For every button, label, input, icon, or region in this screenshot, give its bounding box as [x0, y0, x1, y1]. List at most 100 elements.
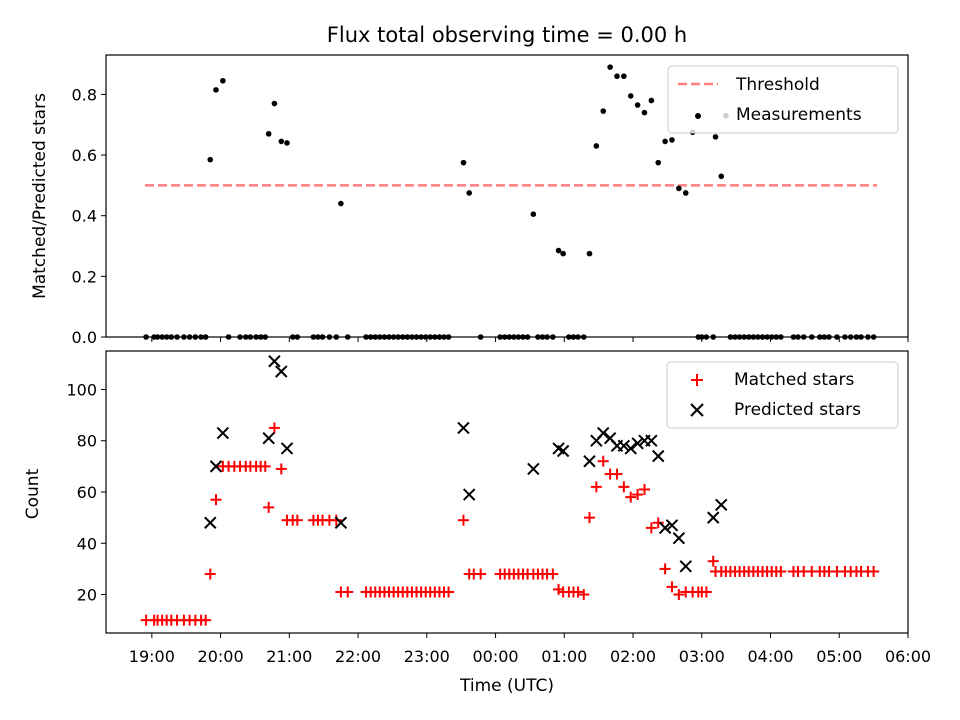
x-tick-label: 22:00 — [335, 647, 381, 666]
measurement-point — [712, 134, 719, 140]
matched-star-point — [263, 501, 275, 513]
top-legend-box — [667, 65, 899, 134]
matched-star-point — [666, 581, 678, 593]
matched-star-point — [342, 586, 354, 598]
bottom-axes: 19:00 20:00 21:00 22:00 23:00 00:00 01:00 02:00… — [23, 350, 931, 696]
top-y-ticks: 0.0 0.2 0.4 0.6 0.8 — [72, 85, 106, 347]
measurement-point — [530, 211, 537, 217]
x-tick-label: 00:00 — [472, 647, 518, 666]
measurement-point — [560, 250, 566, 257]
bottom-y-tick-label: 20 — [77, 586, 97, 605]
measurement-point — [662, 138, 668, 145]
measurement-point — [466, 190, 472, 196]
bottom-legend-box — [666, 361, 899, 429]
bottom-legend: Matched stars Predicted stars — [666, 361, 899, 429]
x-tick-label: 05:00 — [816, 647, 862, 666]
measurement-point — [669, 137, 675, 143]
measurement-point — [593, 143, 600, 149]
measurement-point — [607, 64, 613, 70]
measurement-point — [676, 185, 682, 192]
bottom-y-tick-label: 60 — [77, 483, 97, 502]
predicted-star-point — [556, 444, 570, 458]
matched-star-point — [707, 555, 719, 567]
predicted-star-point — [652, 449, 665, 463]
matched-star-point — [645, 522, 657, 534]
matched-legend-swatch — [691, 374, 703, 386]
predicted-star-point — [462, 488, 476, 501]
measurement-point — [284, 140, 290, 146]
predicted-star-point — [645, 434, 658, 447]
predicted-star-point — [658, 521, 672, 535]
measurement-point — [648, 97, 655, 104]
matched-star-point — [200, 614, 212, 626]
measurement-point — [278, 138, 285, 145]
bottom-x-ticks: 19:00 20:00 21:00 22:00 23:00 00:00 01:00 02:00… — [129, 633, 931, 666]
measurement-point — [621, 73, 627, 80]
measurement-point — [600, 108, 607, 114]
top-plot-frame — [105, 54, 909, 338]
top-legend: Threshold Measurements — [667, 65, 899, 134]
x-tick-label: 04:00 — [747, 647, 793, 666]
measurement-point — [265, 131, 272, 137]
x-tick-label: 06:00 — [885, 647, 931, 666]
matched-star-point — [268, 422, 280, 434]
count-points-layer — [140, 355, 880, 626]
predicted-star-point — [624, 442, 637, 455]
matched-star-point — [673, 589, 685, 601]
measurement-point — [213, 87, 219, 93]
measurement-point — [207, 156, 214, 163]
x-tick-label: 03:00 — [679, 647, 725, 666]
predicted-star-point — [268, 355, 281, 368]
matched-star-point — [475, 568, 487, 580]
x-tick-label: 19:00 — [129, 647, 175, 666]
top-y-tick-label: 0.2 — [72, 267, 97, 286]
measurement-point — [641, 109, 648, 116]
measurement-point — [627, 93, 634, 99]
predicted-star-point — [583, 455, 596, 468]
predicted-star-point — [275, 365, 288, 378]
matched-star-point — [638, 483, 650, 495]
matched-star-point — [204, 568, 216, 580]
x-axis-label: Time (UTC) — [459, 676, 554, 696]
matched-star-point — [275, 463, 287, 475]
matched-star-point — [597, 455, 609, 467]
predicted-star-point — [631, 437, 644, 450]
matched-star-point — [590, 481, 602, 493]
measurements-legend-swatch — [695, 113, 701, 119]
matched-star-point — [868, 565, 880, 577]
bottom-y-tick-label: 100 — [66, 380, 97, 399]
matched-star-point — [259, 460, 271, 472]
predicted-star-point — [527, 462, 540, 476]
matched-star-point — [210, 494, 222, 506]
matched-star-point — [659, 563, 671, 575]
measurement-point — [655, 159, 662, 166]
matched-star-point — [652, 517, 664, 529]
predicted-star-point — [715, 498, 728, 512]
measurement-point — [338, 200, 344, 207]
matched-star-point — [632, 489, 644, 501]
matched-star-point — [583, 512, 595, 524]
measurement-points-layer — [143, 64, 877, 340]
matched-star-point — [578, 589, 590, 601]
measurement-point — [555, 247, 562, 254]
matched-star-point — [547, 568, 559, 580]
top-y-tick-label: 0.0 — [72, 328, 97, 347]
measurement-point — [460, 159, 467, 166]
predicted-star-point — [672, 531, 686, 545]
predicted-star-point — [617, 439, 631, 453]
predicted-star-point — [204, 516, 217, 529]
matched-star-point — [775, 565, 787, 577]
predicted-star-point — [707, 511, 720, 524]
predicted-star-point — [457, 421, 470, 435]
matched-star-point — [572, 586, 584, 598]
legend-label-predicted: Predicted stars — [734, 400, 861, 420]
measurement-point — [682, 190, 689, 196]
measurement-point — [614, 73, 620, 80]
predicted-star-point — [597, 426, 610, 440]
measurement-point — [718, 173, 725, 180]
predicted-star-point — [679, 560, 692, 573]
predicted-star-point — [209, 460, 223, 473]
x-tick-label: 23:00 — [404, 647, 450, 666]
predicted-legend-swatch — [690, 403, 704, 417]
